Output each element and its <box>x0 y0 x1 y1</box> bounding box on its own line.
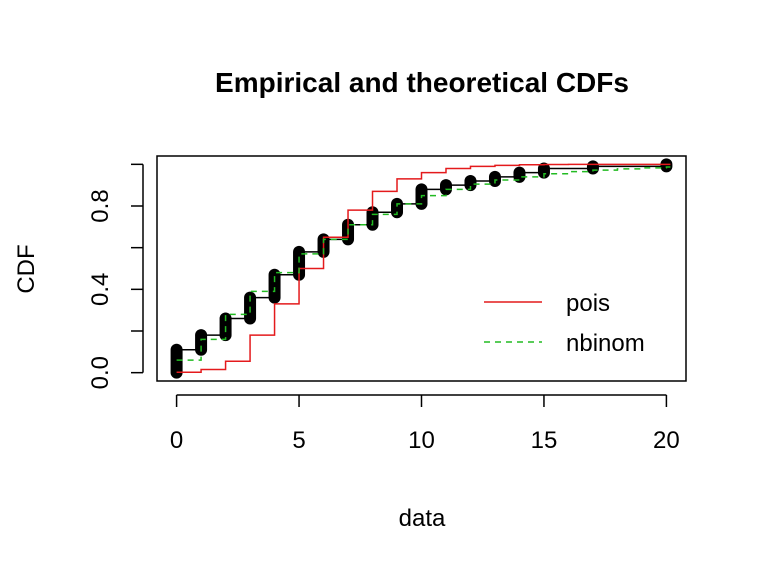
legend-label-nbinom: nbinom <box>566 330 645 357</box>
x-tick-label: 10 <box>408 427 435 454</box>
y-tick-label: 0.8 <box>87 189 114 222</box>
x-axis: 0 5 10 15 20 <box>170 394 680 454</box>
x-tick-label: 15 <box>531 427 558 454</box>
y-axis-label: CDF <box>13 244 40 293</box>
x-tick-label: 5 <box>292 427 305 454</box>
legend: pois nbinom <box>484 290 645 357</box>
series-line-nbinom <box>176 166 671 361</box>
y-tick-label: 0.4 <box>87 273 114 306</box>
legend-label-pois: pois <box>566 290 610 317</box>
series-line-pois <box>176 163 671 373</box>
x-tick-label: 20 <box>653 427 680 454</box>
x-axis-label: data <box>399 505 446 532</box>
chart-title: Empirical and theoretical CDFs <box>215 67 629 98</box>
x-tick-label: 0 <box>170 427 183 454</box>
theoretical-cdfs <box>176 163 671 373</box>
y-tick-label: 0.0 <box>87 356 114 389</box>
y-axis: 0.0 0.4 0.8 <box>87 163 144 389</box>
plot-frame <box>156 155 687 382</box>
